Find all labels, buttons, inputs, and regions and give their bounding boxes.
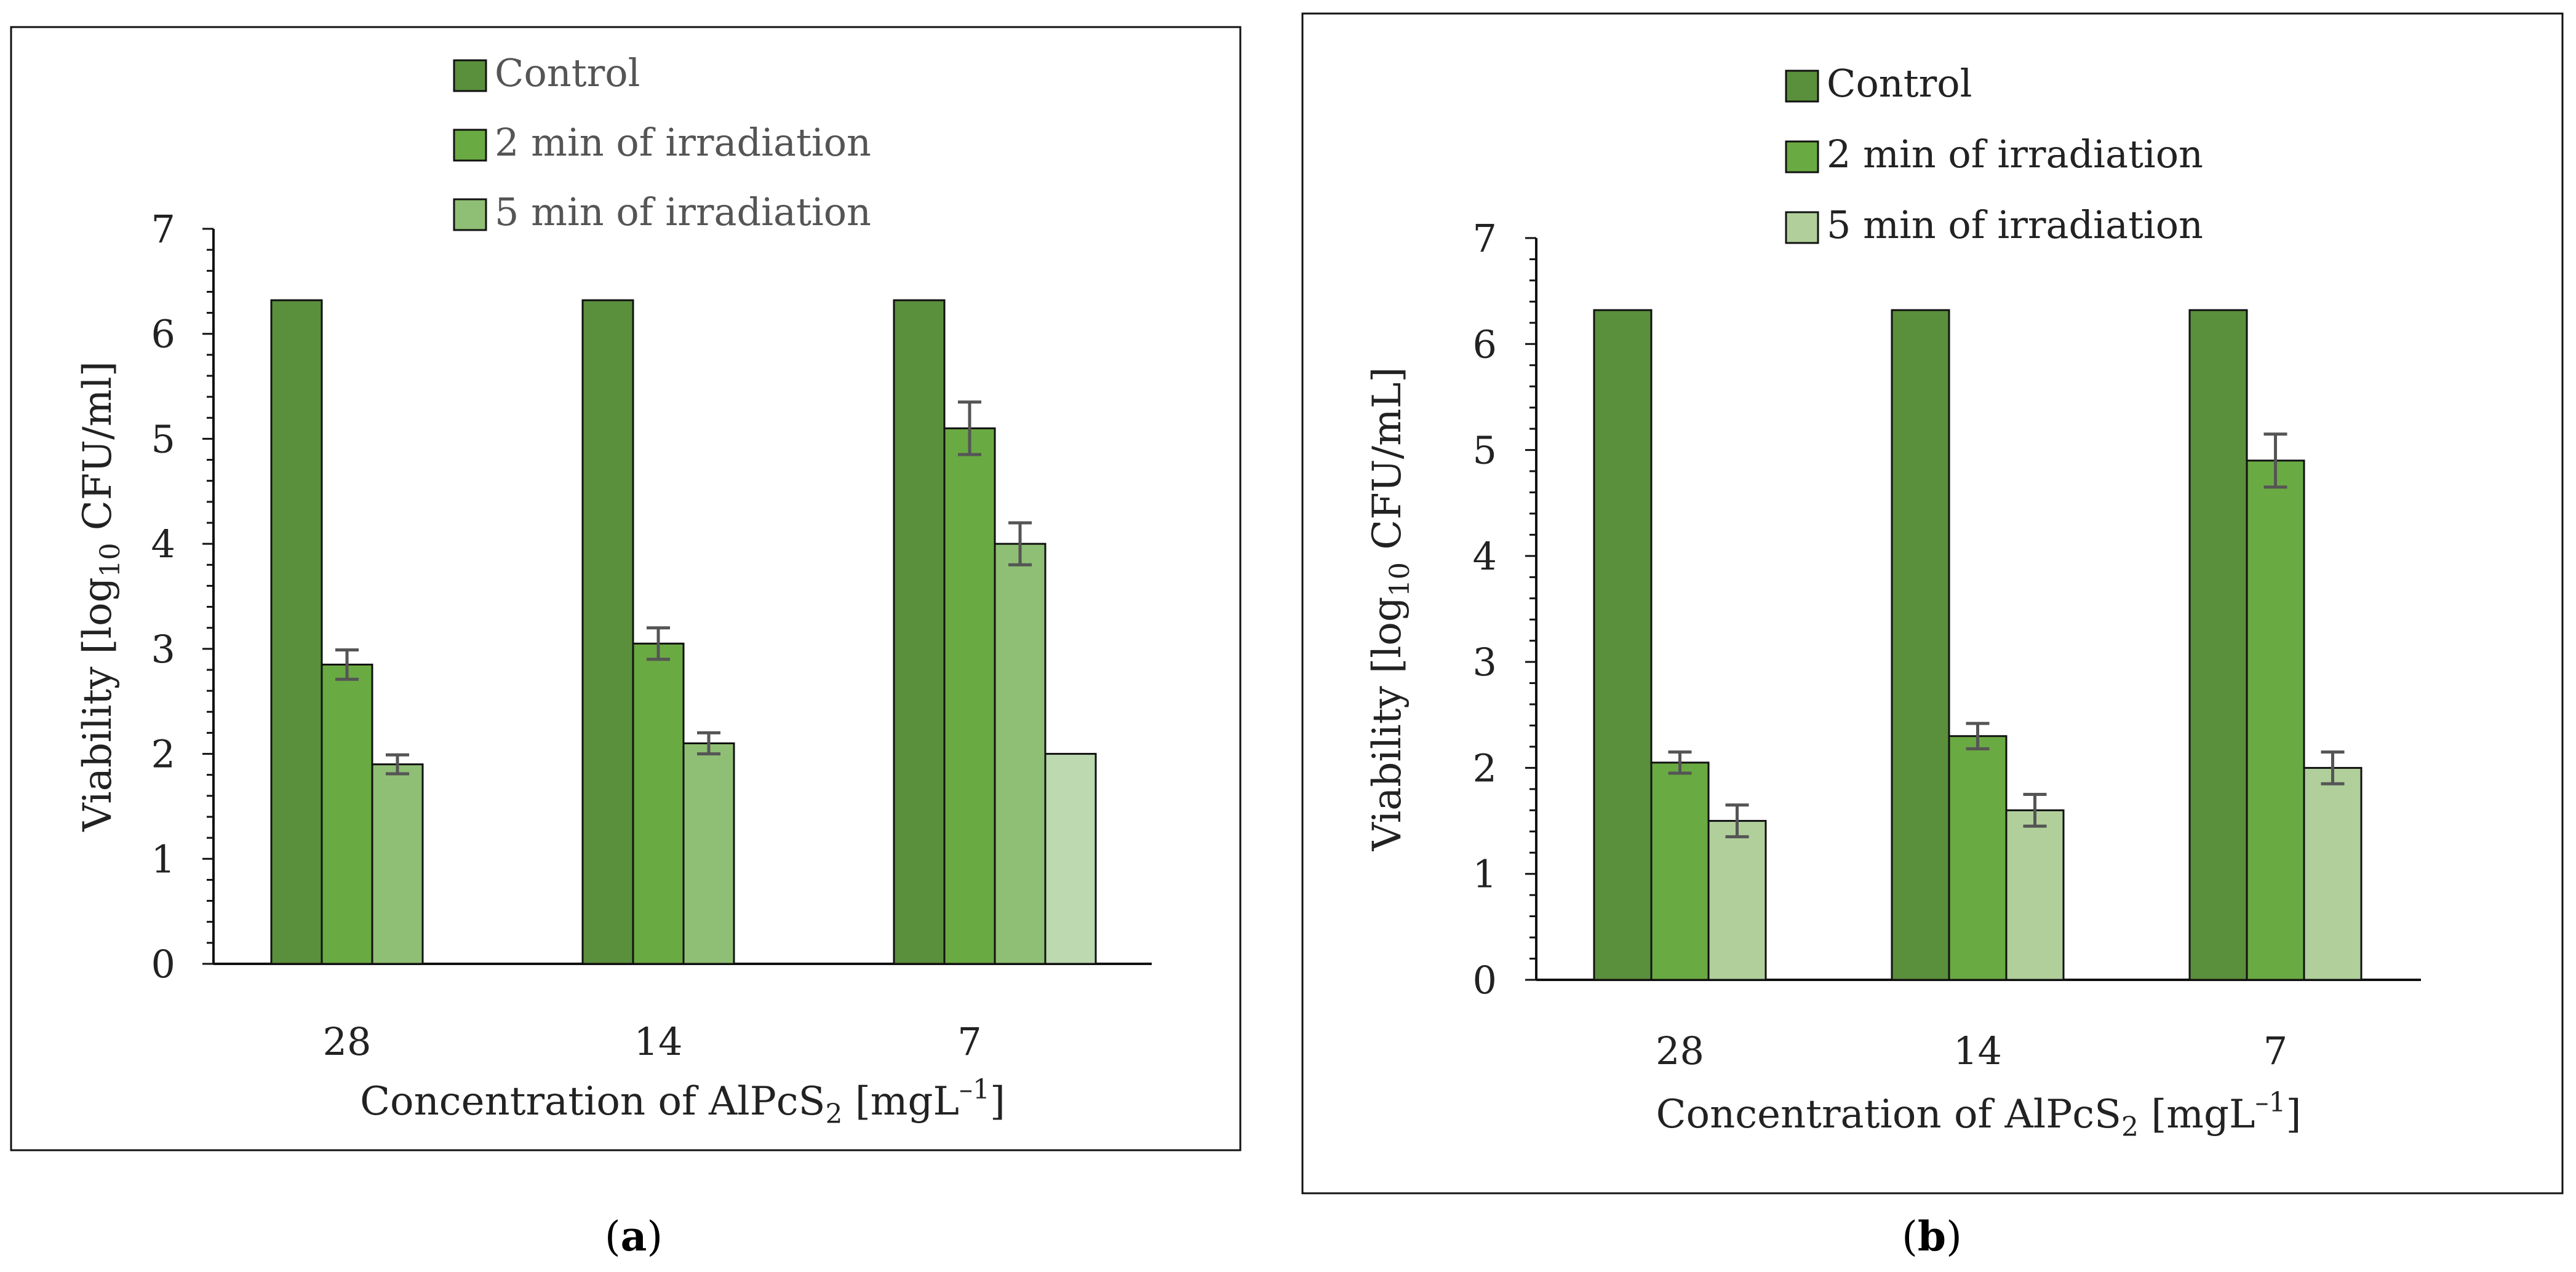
y-tick-label: 0 (151, 942, 175, 987)
legend-swatch (453, 129, 487, 162)
chart-panel-a: Control 2 min of irradiation 5 min of irra… (10, 26, 1242, 1260)
panel-caption: (a) (605, 1212, 663, 1260)
bar-5min-14 (2005, 809, 2065, 981)
y-tick-label: 3 (151, 627, 175, 672)
legend: Control 2 min of irradiation 5 min of irra… (1785, 61, 2203, 247)
legend-label: 2 min of irradiation (495, 120, 871, 165)
bar-control-14 (581, 299, 634, 965)
bar-control-28 (1593, 309, 1653, 981)
error-bar (2023, 793, 2047, 828)
y-tick-label: 3 (1473, 640, 1497, 685)
bar-2min-28 (1650, 761, 1710, 981)
bar-2min-14 (1948, 735, 2008, 981)
bar-2min-7 (943, 427, 996, 965)
error-bar (1668, 750, 1692, 775)
error-bar (335, 648, 359, 681)
legend-swatch (1785, 140, 1819, 173)
legend-swatch (1785, 70, 1819, 103)
bar-control-7 (893, 299, 946, 965)
x-tick-label: 28 (1656, 1028, 1704, 1073)
y-axis-label: Viability [log10 CFU/ml] (75, 361, 126, 832)
legend-label: 5 min of irradiation (1827, 202, 2203, 247)
x-axis-label: Concentration of AlPcS2 [mgL–1] (360, 1074, 1005, 1130)
legend-swatch (453, 198, 487, 231)
x-axis-label: Concentration of AlPcS2 [mgL–1] (1656, 1087, 2302, 1143)
error-bar (958, 400, 981, 456)
error-bar (1966, 721, 1990, 750)
y-tick-label: 0 (1473, 958, 1497, 1003)
legend-label: 2 min of irradiation (1827, 132, 2203, 177)
error-bar (697, 731, 720, 756)
x-tick-label: 28 (323, 1019, 372, 1064)
error-bar (2321, 750, 2345, 785)
legend-swatch (453, 59, 487, 92)
bar-control-28 (270, 299, 323, 965)
legend-label: Control (495, 50, 640, 95)
bar-5min-7 (994, 543, 1047, 965)
error-bar (1008, 521, 1032, 566)
y-tick-label: 7 (151, 207, 175, 252)
error-bar (647, 626, 670, 661)
bar-2min-7 (2246, 459, 2305, 981)
bar-5min-14 (682, 742, 735, 965)
chart-frame (1301, 12, 2564, 1194)
bar-control-14 (1891, 309, 1950, 981)
bar-2min-14 (632, 642, 685, 965)
bar-control-7 (2188, 309, 2248, 981)
legend: Control 2 min of irradiation 5 min of irra… (453, 50, 871, 234)
y-tick-label: 1 (1473, 852, 1497, 897)
chart-frame (10, 26, 1242, 1151)
x-tick-label: 14 (634, 1019, 683, 1064)
bar-5min-7 (2303, 766, 2363, 981)
legend-swatch (1785, 211, 1819, 244)
bar-2min-28 (321, 663, 373, 965)
x-tick-label: 7 (957, 1019, 981, 1064)
y-axis-label: Viability [log10 CFU/mL] (1365, 367, 1416, 852)
panel-caption: (b) (1902, 1212, 1962, 1260)
y-tick-label: 6 (1473, 322, 1497, 367)
x-tick-label: 14 (1953, 1028, 2002, 1073)
y-tick-label: 5 (151, 416, 175, 461)
error-bar (1725, 803, 1749, 838)
y-tick-label: 4 (151, 522, 175, 566)
y-tick-label: 6 (151, 312, 175, 357)
y-tick-label: 2 (151, 732, 175, 777)
legend-label: 5 min of irradiation (495, 189, 871, 234)
y-tick-label: 5 (1473, 428, 1497, 473)
chart-panel-b: Control 2 min of irradiation 5 min of irra… (1301, 12, 2564, 1260)
y-tick-label: 4 (1473, 534, 1497, 579)
bar-5min-28 (1707, 820, 1767, 981)
y-tick-label: 7 (1473, 216, 1497, 261)
bar-5min-28 (371, 763, 424, 965)
y-tick-label: 2 (1473, 745, 1497, 790)
y-tick-label: 1 (151, 837, 175, 881)
bar-5min-7 (1044, 753, 1097, 965)
x-tick-label: 7 (2263, 1028, 2287, 1073)
legend-label: Control (1827, 61, 1972, 106)
error-bar (2263, 432, 2287, 489)
error-bar (386, 753, 409, 776)
